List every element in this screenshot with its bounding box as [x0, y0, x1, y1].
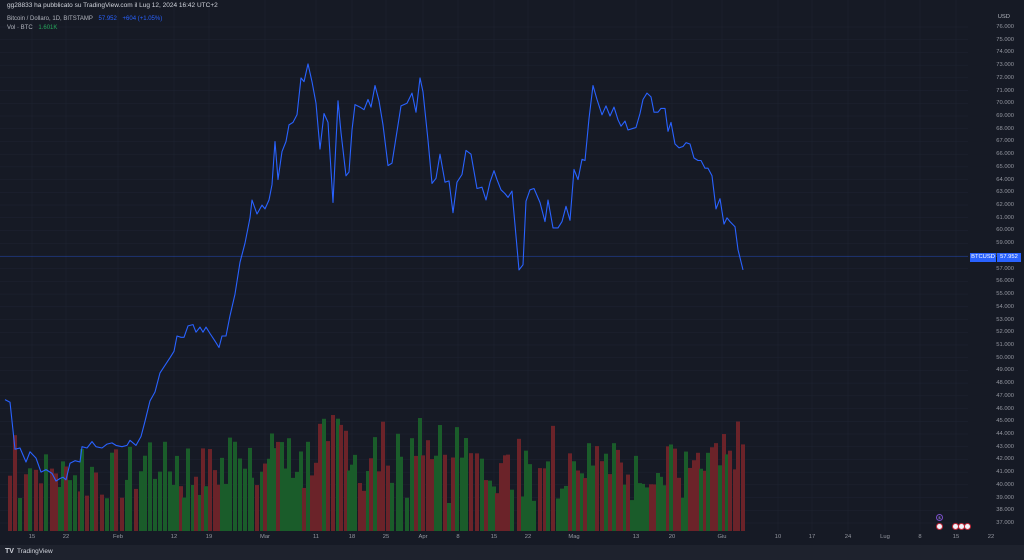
dividend-event-icon[interactable]: $ — [936, 514, 943, 521]
price-axis-tick: 40.000 — [996, 481, 1014, 488]
price-axis-tick: 72.000 — [996, 74, 1014, 81]
price-axis-tick: 68.000 — [996, 125, 1014, 132]
price-axis-tick: 69.000 — [996, 113, 1014, 120]
price-axis-tick: 50.000 — [996, 354, 1014, 361]
price-line — [4, 63, 744, 482]
time-axis-tick: 13 — [632, 534, 640, 540]
time-axis-tick: Apr — [418, 534, 428, 540]
price-axis-tick: 74.000 — [996, 49, 1014, 56]
time-axis-tick: 15 — [28, 534, 36, 540]
time-axis-tick: 8 — [918, 534, 922, 540]
volume-label[interactable]: Vol · BTC — [7, 25, 33, 31]
price-axis-tick: 43.000 — [996, 443, 1014, 450]
time-axis-tick: 15 — [490, 534, 498, 540]
time-axis-tick: 8 — [456, 534, 460, 540]
price-axis-tick: 39.000 — [996, 494, 1014, 501]
price-axis-tick: 70.000 — [996, 100, 1014, 107]
volume-value: 1.601K — [38, 25, 58, 31]
price-axis-tick: 42.000 — [996, 456, 1014, 463]
price-axis-tick: 63.000 — [996, 189, 1014, 196]
grid-lines — [0, 0, 968, 531]
price-axis-tick: 38.000 — [996, 507, 1014, 514]
currency-label: USD — [997, 14, 1010, 20]
time-axis-tick: 22 — [62, 534, 70, 540]
legend-volume-row: Vol · BTC 1.601K — [7, 24, 162, 33]
price-axis-tick: 41.000 — [996, 469, 1014, 476]
price-axis-tick: 61.000 — [996, 214, 1014, 221]
time-axis-tick: 22 — [524, 534, 532, 540]
price-axis-tick: 57.000 — [996, 265, 1014, 272]
price-axis-tick: 51.000 — [996, 341, 1014, 348]
time-axis-tick: 10 — [774, 534, 782, 540]
brand-name: TradingView — [16, 548, 53, 555]
price-axis-tick: 60.000 — [996, 227, 1014, 234]
price-axis-tick: 55.000 — [996, 291, 1014, 298]
time-axis[interactable]: 15 22 Feb 12 19 Mar 11 18 25 Apr 8 15 22 Mag 13 20 Giu 10… — [0, 531, 994, 545]
time-axis-tick: 17 — [808, 534, 816, 540]
symbol-title[interactable]: Bitcoin / Dollaro, 1D, BITSTAMP — [7, 16, 93, 22]
chart-legend: Bitcoin / Dollaro, 1D, BITSTAMP 57.952 +… — [7, 15, 162, 33]
price-axis-tick: 48.000 — [996, 380, 1014, 387]
volume-bars — [8, 415, 745, 531]
time-axis-tick: Lug — [880, 534, 890, 540]
price-axis-tick: 46.000 — [996, 405, 1014, 412]
tradingview-logo-icon: TV — [5, 548, 14, 555]
tradingview-brand[interactable]: TV TradingView — [5, 548, 53, 555]
economic-event-icon[interactable] — [936, 523, 943, 530]
time-axis-tick: 11 — [312, 534, 320, 540]
price-axis-tick: 54.000 — [996, 303, 1014, 310]
price-axis-tick: 66.000 — [996, 151, 1014, 158]
price-axis-tick: 45.000 — [996, 418, 1014, 425]
price-axis-tick: 65.000 — [996, 163, 1014, 170]
time-axis-tick: 18 — [348, 534, 356, 540]
price-axis[interactable]: USD 76.000 75.000 74.000 73.000 72.000 71.000… — [968, 0, 1024, 531]
time-axis-tick: 25 — [382, 534, 390, 540]
price-axis-tick: 56.000 — [996, 278, 1014, 285]
price-plot[interactable] — [0, 0, 968, 531]
last-price: 57.952 — [98, 16, 117, 22]
price-axis-tick: 62.000 — [996, 202, 1014, 209]
economic-event-icon[interactable] — [964, 523, 971, 530]
legend-symbol-row: Bitcoin / Dollaro, 1D, BITSTAMP 57.952 +… — [7, 15, 162, 24]
time-axis-tick: Giu — [717, 534, 727, 540]
time-axis-tick: Mar — [260, 534, 270, 540]
time-axis-tick: 12 — [170, 534, 178, 540]
price-axis-tick: 37.000 — [996, 520, 1014, 526]
time-axis-tick: Mag — [568, 534, 580, 540]
price-axis-tick: 71.000 — [996, 87, 1014, 94]
price-axis-tick: 47.000 — [996, 392, 1014, 399]
price-axis-tick: 75.000 — [996, 36, 1014, 43]
price-axis-tick: 52.000 — [996, 329, 1014, 336]
time-axis-tick: 20 — [668, 534, 676, 540]
price-axis-tick: 44.000 — [996, 430, 1014, 437]
time-axis-tick: 22 — [987, 534, 995, 540]
price-axis-tick: 64.000 — [996, 176, 1014, 183]
price-axis-tick: 76.000 — [996, 24, 1014, 30]
price-tag-symbol: BTCUSD — [970, 253, 996, 262]
price-axis-tick: 49.000 — [996, 367, 1014, 374]
price-axis-tick: 59.000 — [996, 240, 1014, 247]
price-tag-value: 57.952 — [997, 253, 1021, 262]
price-change: +604 (+1.05%) — [122, 16, 163, 22]
footer-bar: TV TradingView — [0, 545, 1024, 560]
time-axis-tick: 15 — [952, 534, 960, 540]
price-axis-tick: 67.000 — [996, 138, 1014, 145]
time-axis-tick: Feb — [113, 534, 123, 540]
publish-caption: gg28833 ha pubblicato su TradingView.com… — [7, 2, 218, 9]
time-axis-tick: 24 — [844, 534, 852, 540]
time-axis-tick: 19 — [205, 534, 213, 540]
price-axis-tick: 73.000 — [996, 62, 1014, 69]
price-axis-tick: 53.000 — [996, 316, 1014, 323]
